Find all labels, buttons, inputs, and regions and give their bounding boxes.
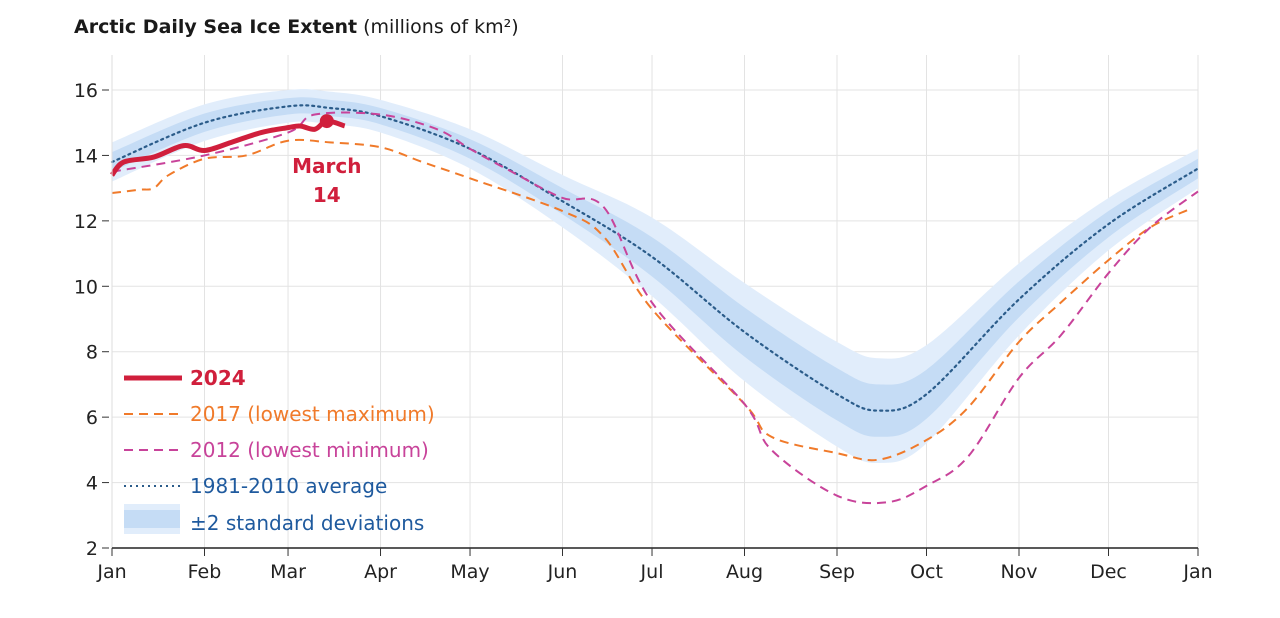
series-line-2017 — [111, 138, 1190, 462]
x-tick-label: May — [450, 561, 489, 583]
x-tick-label: Feb — [188, 561, 222, 583]
y-tick-label: 8 — [86, 342, 98, 364]
y-tick-label: 2 — [86, 538, 98, 560]
y-tick-label: 6 — [86, 407, 98, 429]
title-main: Arctic Daily Sea Ice Extent — [74, 16, 358, 38]
legend-label: 2012 (lowest minimum) — [190, 438, 429, 462]
legend-label: ±2 standard deviations — [190, 511, 424, 535]
x-tick-label: Jan — [96, 561, 126, 583]
legend-band-inner — [124, 510, 180, 528]
legend-label: 1981-2010 average — [190, 474, 387, 498]
x-tick-label: Jun — [547, 561, 578, 583]
x-tick-label: Apr — [364, 561, 397, 583]
x-tick-label: Oct — [910, 561, 943, 583]
y-tick-label: 4 — [86, 473, 98, 495]
x-tick-label: Dec — [1090, 561, 1127, 583]
annotation-label: 14 — [313, 183, 341, 207]
y-tick-label: 14 — [74, 145, 98, 167]
chart-title: Arctic Daily Sea Ice Extent (millions of… — [74, 16, 519, 38]
x-tick-label: Aug — [726, 561, 763, 583]
series-line-2012 — [111, 111, 1199, 505]
x-tick-label: Nov — [1000, 561, 1037, 583]
x-tick-label: Mar — [270, 561, 306, 583]
band-1sd — [112, 97, 1198, 437]
y-tick-label: 16 — [74, 80, 98, 102]
y-tick-label: 10 — [74, 276, 98, 298]
x-tick-label: Jan — [1182, 561, 1212, 583]
annotation-label: March — [292, 154, 361, 178]
x-tick-label: Sep — [819, 561, 855, 583]
legend-label: 2017 (lowest maximum) — [190, 402, 435, 426]
y-tick-label: 12 — [74, 211, 98, 233]
march-14-marker — [319, 114, 334, 129]
legend-label: 2024 — [190, 366, 246, 390]
series-line-1981-2010 — [110, 104, 1200, 412]
series-line-2024 — [110, 118, 346, 177]
title-units: (millions of km²) — [363, 16, 519, 38]
x-tick-label: Jul — [640, 561, 664, 583]
